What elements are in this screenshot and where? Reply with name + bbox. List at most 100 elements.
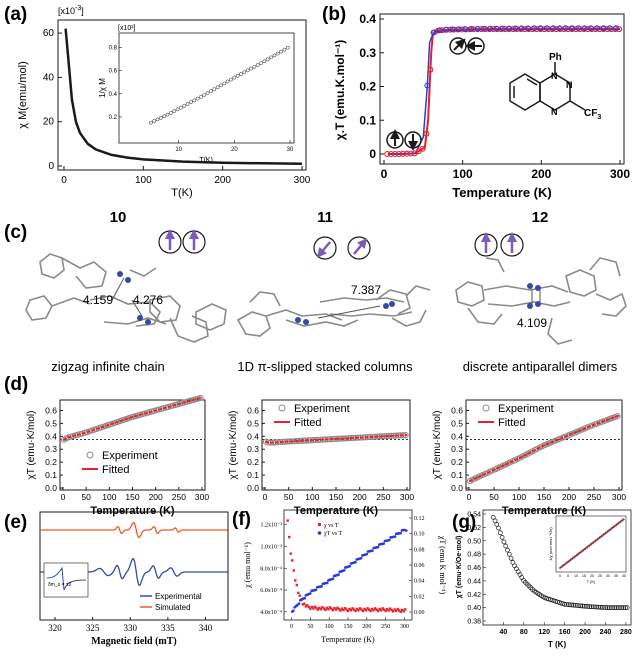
panel-g-inset-points	[558, 518, 625, 570]
chit-point	[564, 602, 569, 607]
chi-point	[372, 609, 375, 612]
y-tick-label: 0.2	[359, 80, 376, 94]
experiment-point	[614, 413, 621, 420]
inset-data-point	[189, 100, 193, 105]
chi-point	[402, 610, 405, 613]
y-tick-label: 0.0	[247, 483, 259, 493]
panel-c-label: (c)	[4, 222, 27, 243]
structure-10-nitrogen-atoms	[117, 271, 151, 325]
chit-point	[583, 604, 589, 609]
panel-e-inset-text: δm_s = ±2	[48, 582, 72, 588]
chi-point	[354, 609, 357, 613]
y-tick-label: 0.3	[45, 444, 57, 454]
inset-data-point	[185, 102, 190, 106]
chi-point	[315, 606, 318, 610]
inset-x-tick-label: 10	[175, 147, 182, 153]
y-tick-label: 0.0	[451, 483, 463, 493]
panel-a-x-label: T(K)	[171, 187, 192, 199]
inset-y-tick-label: 0.4	[109, 92, 118, 98]
inset-x-tick-label: 40	[622, 574, 626, 578]
x-tick-label: 100	[453, 167, 473, 181]
inset-point	[606, 530, 610, 533]
chi-point	[373, 607, 377, 610]
panel-e-x-ticks: 320 325 330 335 340	[48, 617, 213, 633]
inset-point	[589, 543, 592, 546]
chit-point	[337, 573, 340, 576]
inset-data-point	[175, 107, 180, 112]
x-tick-label: 0	[467, 492, 472, 502]
inset-data-point	[265, 57, 270, 62]
panel-e: (e) 320 325 330 335 340 Magnetic field (mT) …	[4, 511, 229, 647]
chi-point	[401, 608, 404, 612]
chi-point	[319, 608, 323, 611]
molecule-ph-label: Ph	[549, 52, 562, 63]
red-marker	[399, 150, 406, 157]
chit-point	[348, 564, 352, 568]
x-tick-label: 0	[263, 492, 268, 502]
panel-a-y-label: χ M(emu/mol)	[17, 61, 29, 129]
y-tick-label: 0.42	[467, 592, 481, 599]
legend-experiment-label: Experiment	[294, 403, 350, 415]
x-tick-label: 50	[284, 492, 294, 502]
chi-point	[357, 609, 360, 612]
red-marker	[557, 26, 564, 33]
panel-f-x-label: Temperature (K)	[321, 635, 375, 644]
x-tick-label: 100	[102, 492, 116, 502]
spin-up-right-icon	[347, 236, 371, 260]
chi-point	[348, 607, 351, 611]
x-tick-label: 150	[125, 492, 139, 502]
panel-b-y-label: χ.T (emu.K.mol⁻¹)	[333, 40, 347, 141]
panel-f-points	[286, 519, 408, 614]
right-tick-label: 0.08	[414, 547, 425, 553]
y-tick-label: 0.0	[45, 483, 57, 493]
inset-x-tick-label: 30	[606, 574, 610, 578]
x-tick-label: 340	[199, 623, 213, 633]
y-tick-label: 60	[43, 28, 55, 39]
chit-point	[594, 604, 600, 610]
chit-point	[580, 603, 585, 609]
panel-d-label: (d)	[4, 374, 28, 395]
panel-a-y-ticks: 60 40 20 0	[43, 28, 62, 172]
structure-10: 10 4.159 4	[25, 209, 227, 374]
inset-point	[570, 557, 573, 561]
subplot-frame	[59, 399, 206, 491]
y-tick-label: 0.5	[451, 418, 463, 428]
y-tick-label: 0.50	[467, 538, 481, 545]
x-tick-label: 300	[400, 624, 409, 630]
left-tick-label: 1.2x10⁻³	[261, 523, 283, 529]
chit-point	[569, 602, 575, 608]
panel-f-y-label-left: χ (emu mol⁻¹)	[243, 542, 252, 589]
x-tick-label: 150	[537, 492, 551, 502]
panel-a-exponent: [x10-3]	[58, 5, 84, 16]
chit-point	[331, 577, 335, 581]
y-tick-label: 0.4	[247, 431, 259, 441]
blue-marker	[468, 26, 475, 32]
chi-point	[309, 607, 312, 610]
chi-point	[286, 519, 289, 522]
chi-point	[390, 608, 393, 612]
panel-a-label: (a)	[4, 4, 27, 25]
panel-f: (f) 1.2x10⁻³ 1.0x10⁻³ 8.0x10⁻⁴ 6.0x10⁻⁴ 4.0x…	[232, 509, 447, 644]
chit-point	[598, 604, 603, 610]
legend-experiment-swatch	[86, 451, 94, 459]
panel-e-legend: Experimental Simulated	[140, 592, 202, 612]
legend-experiment-swatch	[278, 404, 286, 412]
inset-data-point	[279, 49, 283, 54]
chit-point	[603, 605, 609, 610]
legend-fitted-label: Fitted	[294, 417, 322, 429]
y-tick-label: 0	[369, 147, 376, 161]
chit-point	[371, 549, 374, 552]
red-marker	[580, 26, 587, 33]
chit-point	[617, 605, 623, 610]
inset-x-tick-label: 20	[231, 147, 238, 153]
spin-down-left-icon	[313, 236, 337, 260]
chit-point	[605, 605, 610, 610]
y-tick-label: 0.1	[451, 470, 463, 480]
x-tick-label: 50	[81, 492, 91, 502]
red-marker	[478, 26, 485, 33]
x-tick-label: 200	[562, 492, 576, 502]
panel-g-y-label: χT (emu·K/Oe·mol)	[456, 536, 463, 599]
inset-point	[622, 518, 625, 521]
panel-g-inset-y-label: 1/χ (mol·emu⁻¹Oe)	[548, 527, 553, 561]
chit-point	[376, 545, 380, 549]
